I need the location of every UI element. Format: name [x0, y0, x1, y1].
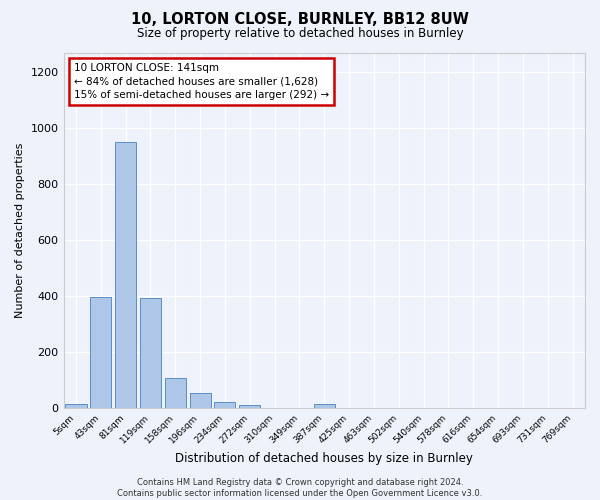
Bar [140, 298, 161, 408]
Bar [90, 297, 112, 408]
Text: 10 LORTON CLOSE: 141sqm
← 84% of detached houses are smaller (1,628)
15% of semi: 10 LORTON CLOSE: 141sqm ← 84% of detache… [74, 63, 329, 100]
Bar [115, 142, 136, 408]
Bar [239, 404, 260, 408]
Y-axis label: Number of detached properties: Number of detached properties [15, 142, 25, 318]
Bar [165, 378, 186, 408]
Bar [65, 404, 86, 408]
Bar [314, 404, 335, 408]
Text: 10, LORTON CLOSE, BURNLEY, BB12 8UW: 10, LORTON CLOSE, BURNLEY, BB12 8UW [131, 12, 469, 28]
Text: Contains HM Land Registry data © Crown copyright and database right 2024.
Contai: Contains HM Land Registry data © Crown c… [118, 478, 482, 498]
Bar [214, 402, 235, 408]
Text: Size of property relative to detached houses in Burnley: Size of property relative to detached ho… [137, 28, 463, 40]
X-axis label: Distribution of detached houses by size in Burnley: Distribution of detached houses by size … [175, 452, 473, 465]
Bar [190, 392, 211, 408]
